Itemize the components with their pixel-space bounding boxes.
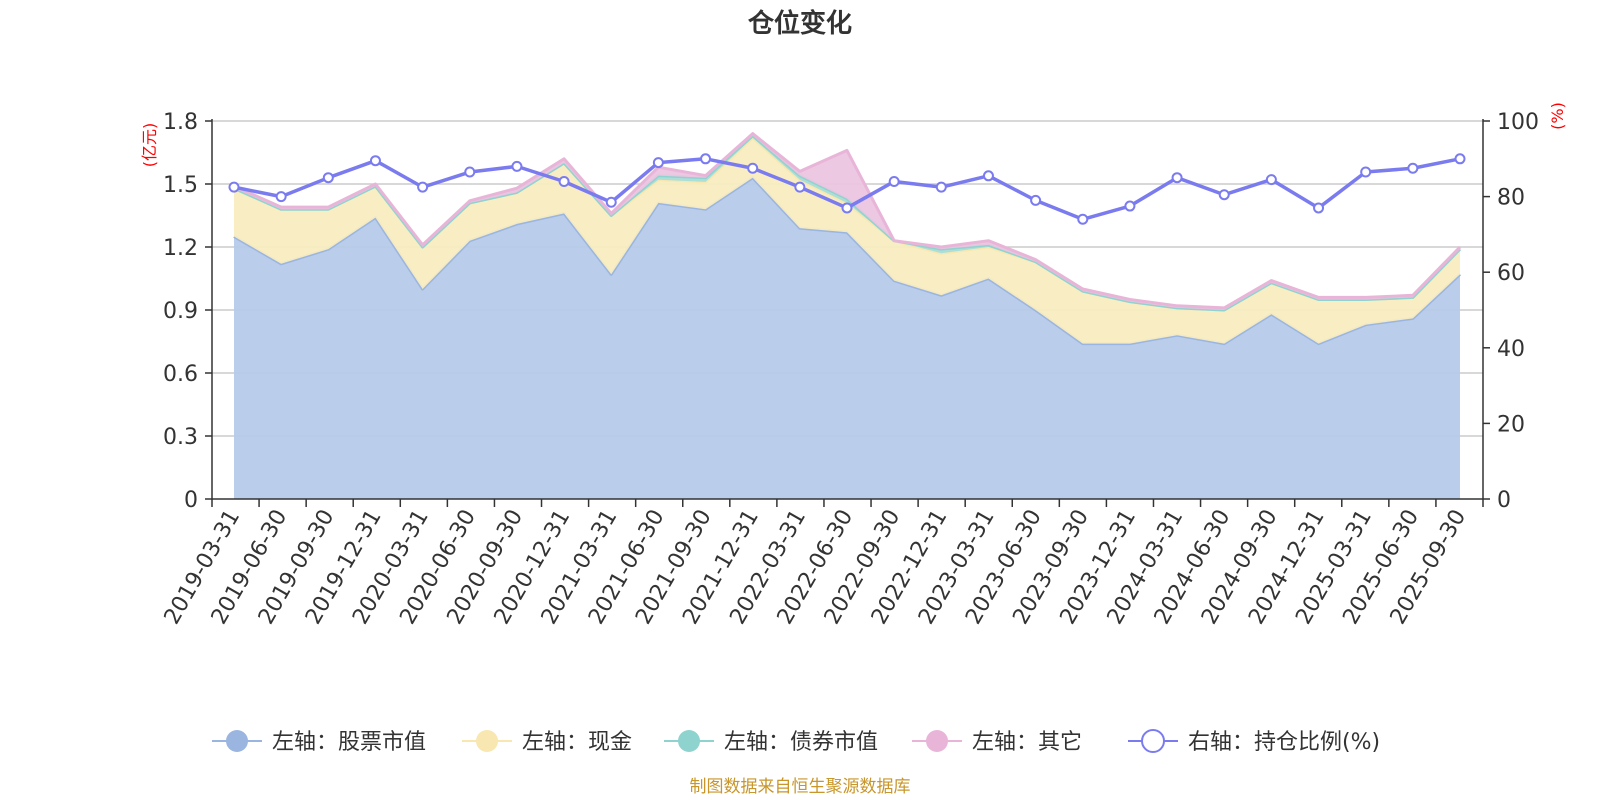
right-tick-label: 40: [1497, 337, 1525, 362]
ratio-point: [1171, 172, 1183, 184]
legend-swatch-marker: [926, 730, 948, 752]
ratio-point: [1265, 174, 1277, 186]
ratio-point: [1077, 213, 1089, 225]
ratio-point: [417, 181, 429, 193]
ratio-point: [935, 181, 947, 193]
area-0: [234, 177, 1460, 499]
right-tick-label: 0: [1497, 488, 1511, 513]
ratio-point: [322, 172, 334, 184]
legend-label: 左轴：现金: [522, 730, 632, 755]
legend-swatch-marker: [1141, 729, 1165, 753]
left-tick-label: 0.9: [163, 299, 198, 324]
legend-swatch-marker: [678, 730, 700, 752]
legend-label: 左轴：股票市值: [272, 730, 426, 755]
ratio-point: [1454, 153, 1466, 165]
legend-label: 左轴：债券市值: [724, 730, 878, 755]
right-tick-label: 20: [1497, 412, 1525, 437]
area-1: [234, 137, 1460, 344]
ratio-point: [794, 181, 806, 193]
ratio-point: [464, 166, 476, 178]
right-tick-label: 60: [1497, 261, 1525, 286]
ratio-point: [841, 202, 853, 214]
right-tick-label: 100: [1497, 110, 1539, 135]
left-tick-label: 1.8: [163, 110, 198, 135]
ratio-point: [1124, 200, 1136, 212]
chart-title: 仓位变化: [747, 8, 852, 39]
legend: 左轴：股票市值 左轴：现金 左轴：债券市值 左轴：其它 右轴：持仓比例(%): [212, 729, 1380, 755]
left-tick-label: 1.2: [163, 236, 198, 261]
ratio-line-layer: [228, 153, 1466, 225]
ratio-point: [228, 181, 240, 193]
left-tick-label: 1.5: [163, 173, 198, 198]
legend-label: 左轴：其它: [972, 730, 1082, 755]
ratio-point: [1030, 194, 1042, 206]
ratio-point: [700, 153, 712, 165]
area-series-layer: [233, 132, 1462, 499]
right-tick-label: 80: [1497, 186, 1525, 211]
legend-swatch-marker: [226, 730, 248, 752]
left-axis-unit: (亿元): [140, 123, 159, 168]
left-tick-label: 0: [184, 488, 198, 513]
left-tick-label: 0.3: [163, 425, 198, 450]
ratio-point: [652, 157, 664, 169]
legend-label: 右轴：持仓比例(%): [1188, 730, 1380, 755]
ratio-point: [605, 196, 617, 208]
left-tick-label: 0.6: [163, 362, 198, 387]
ratio-point: [511, 160, 523, 172]
area-3: [234, 133, 1460, 310]
ratio-point: [888, 175, 900, 187]
ratio-point: [558, 175, 570, 187]
ratio-point: [1407, 162, 1419, 174]
ratio-point: [275, 191, 287, 203]
ratio-point: [1360, 166, 1372, 178]
legend-swatch-marker: [476, 730, 498, 752]
right-axis-unit: (%): [1548, 102, 1567, 130]
ratio-point: [1218, 189, 1230, 201]
ratio-point: [1313, 202, 1325, 214]
area-line-3: [233, 132, 1462, 310]
ratio-point: [369, 155, 381, 167]
source-note: 制图数据来自恒生聚源数据库: [690, 777, 911, 797]
ratio-point: [982, 170, 994, 182]
ratio-point: [747, 162, 759, 174]
